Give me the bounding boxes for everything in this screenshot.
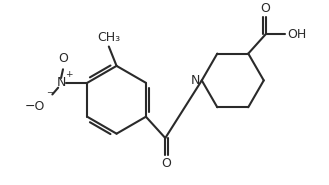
Text: N: N bbox=[190, 74, 200, 87]
Text: O: O bbox=[260, 2, 270, 15]
Text: N: N bbox=[56, 76, 66, 89]
Text: O: O bbox=[161, 157, 171, 170]
Text: −O: −O bbox=[24, 100, 45, 113]
Text: OH: OH bbox=[287, 28, 306, 41]
Text: O: O bbox=[58, 52, 68, 65]
Text: CH₃: CH₃ bbox=[97, 31, 120, 44]
Text: +: + bbox=[65, 70, 72, 79]
Text: −: − bbox=[46, 88, 54, 97]
